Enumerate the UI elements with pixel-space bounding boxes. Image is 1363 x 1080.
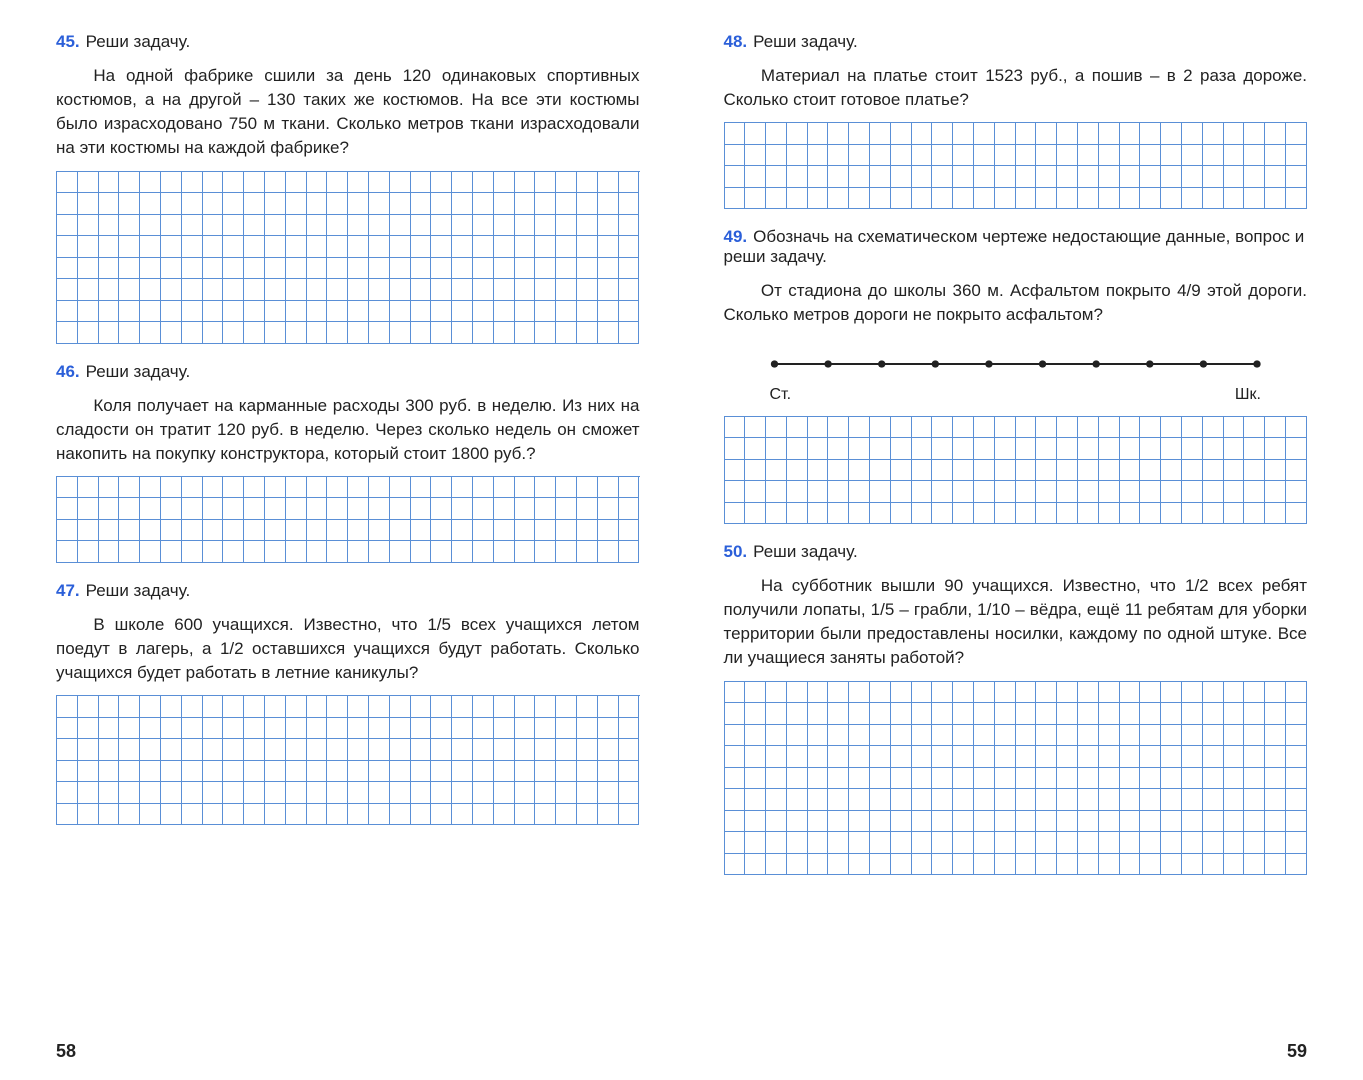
problem-title: Реши задачу. [86,581,191,600]
problem-block: 47. Реши задачу. В школе 600 учащихся. Изв… [56,581,640,825]
answer-grid [724,681,1308,876]
problem-title: Реши задачу. [753,542,858,561]
page-number-right: 59 [1287,1041,1307,1062]
problem-number: 47. [56,581,80,601]
problem-number: 45. [56,32,80,52]
problem-body: Коля получает на карманные расходы 300 р… [56,394,640,466]
answer-grid [56,695,640,825]
problem-block: 50. Реши задачу. На субботник вышли 90 уча… [724,542,1308,875]
problem-body: На субботник вышли 90 учащихся. Известно… [724,574,1308,671]
problem-block: 49.Обозначь на схематическом чертеже нед… [724,227,1308,524]
problem-number: 50. [724,542,748,562]
left-page: 45. Реши задачу. На одной фабрике сшили за… [0,0,682,1080]
numberline-left-label: Ст. [770,386,792,404]
problem-title: Реши задачу. [753,32,858,51]
problem-body: На одной фабрике сшили за день 120 одина… [56,64,640,161]
answer-grid [56,476,640,563]
problem-block: 46. Реши задачу. Коля получает на карманны… [56,362,640,563]
page-spread: 45. Реши задачу. На одной фабрике сшили за… [0,0,1363,1080]
problem-body: Материал на платье стоит 1523 руб., а по… [724,64,1308,112]
right-page: 48. Реши задачу. Материал на платье стоит … [682,0,1363,1080]
problem-title: Реши задачу. [86,32,191,51]
problem-block: 48. Реши задачу. Материал на платье стоит … [724,32,1308,209]
number-line-diagram: Ст. Шк. [724,338,1308,404]
problem-body: От стадиона до школы 360 м. Асфальтом по… [724,279,1308,327]
problem-title: Реши задачу. [86,362,191,381]
answer-grid [56,171,640,344]
problem-body: В школе 600 учащихся. Известно, что 1/5 … [56,613,640,685]
answer-grid [724,416,1308,525]
problem-title: Обозначь на схематическом чертеже недост… [724,227,1305,266]
problem-number: 48. [724,32,748,52]
answer-grid [724,122,1308,209]
problem-number: 46. [56,362,80,382]
numberline-right-label: Шк. [1235,386,1261,404]
problem-number: 49. [724,227,748,247]
problem-block: 45. Реши задачу. На одной фабрике сшили за… [56,32,640,344]
page-number-left: 58 [56,1041,76,1062]
